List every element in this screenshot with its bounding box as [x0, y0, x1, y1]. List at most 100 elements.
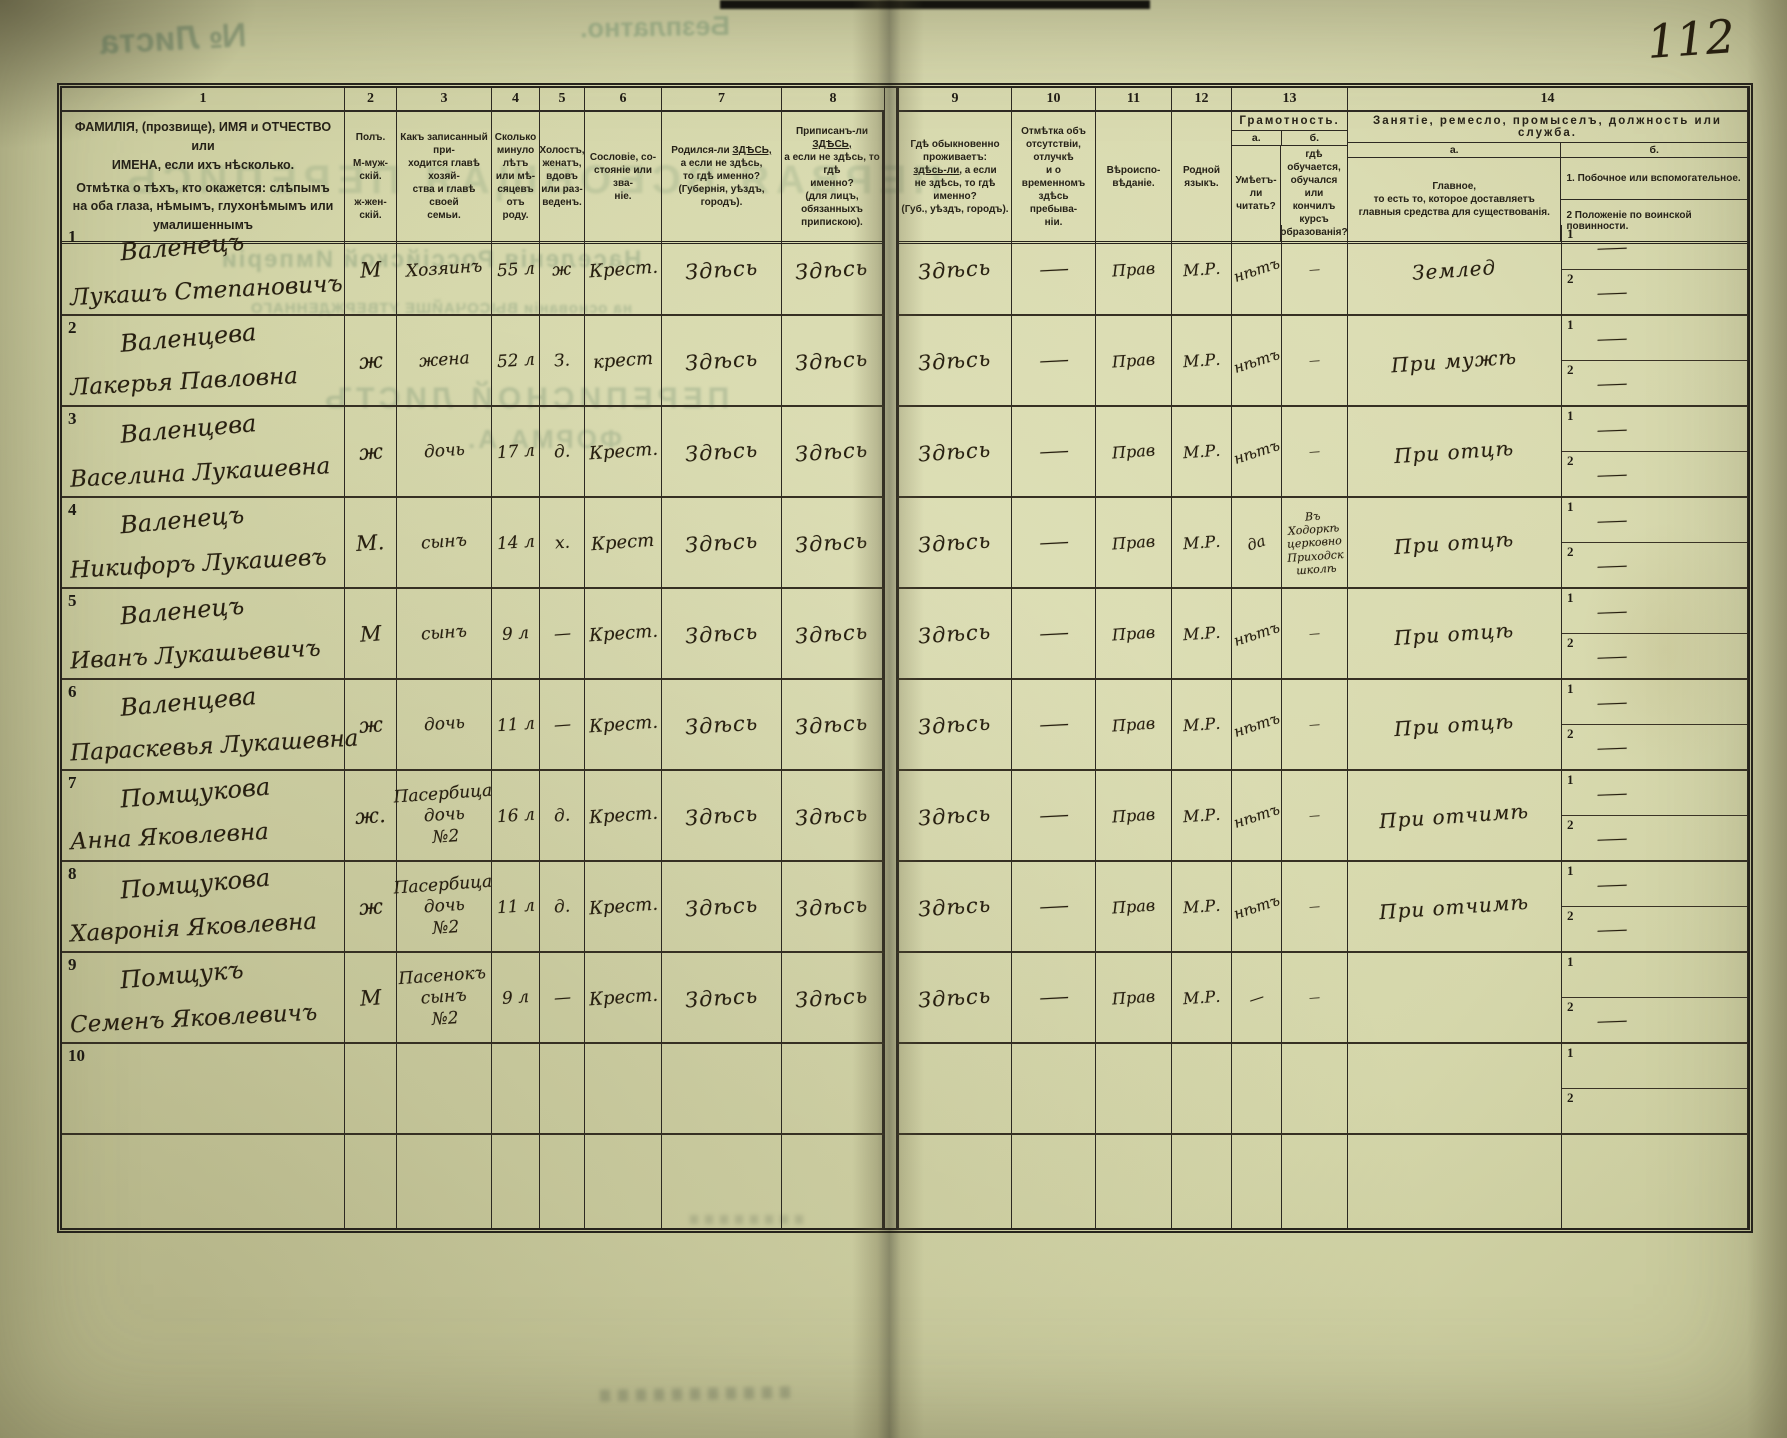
cell-age: 11 л — [492, 680, 540, 771]
handwritten-surname: Валенцева — [119, 682, 258, 722]
handwritten-literacy: нѣтъ — [1231, 344, 1282, 377]
handwritten-absence-dash: — — [1036, 713, 1071, 736]
cell-language: М.Р. — [1172, 407, 1232, 498]
cell-absence: — — [1012, 862, 1096, 953]
side-occupation-1: 1 — — [1562, 680, 1747, 725]
header-registration: Приписанъ-ли ЗДѢСЬ, а если не здѣсь, то … — [782, 112, 885, 244]
handwritten-given-name: Параскевья Лукашевна — [69, 725, 359, 767]
col-num: 12 — [1172, 88, 1232, 112]
cell-education: Въ Ходоркѣ церковно Приходск школѣ — [1282, 498, 1348, 589]
handwritten-occupation: При отчимѣ — [1378, 798, 1531, 833]
cell-residence: Здѣсь — [896, 407, 1012, 498]
header-side-occ-1: 1. Побочное или вспомогательное. — [1561, 158, 1747, 200]
handwritten-birthplace: Здѣсь — [684, 254, 759, 285]
header-name-line1: ФАМИЛІЯ, (прозвище), ИМЯ и ОТЧЕСТВО или … — [74, 120, 332, 172]
cell-absence: — — [1012, 225, 1096, 316]
handwritten-residence: Здѣсь — [917, 527, 993, 558]
handwritten-registration: Здѣсь — [794, 618, 870, 649]
handwritten-birthplace: Здѣсь — [684, 618, 759, 649]
cell-literacy: нѣтъ — [1231, 589, 1282, 680]
handwritten-sex: ж — [357, 438, 384, 465]
handwritten-education: — — [1308, 262, 1321, 277]
handwritten-estate: Крест. — [587, 620, 659, 647]
handwritten-estate: Крест. — [587, 893, 659, 920]
col-num: 9 — [896, 88, 1012, 112]
cell-marital: — — [540, 589, 585, 680]
cell-age: 16 л — [492, 771, 540, 862]
cell-relation — [397, 1044, 492, 1135]
empty-cell — [1096, 1135, 1172, 1228]
col-num: 14 — [1348, 88, 1748, 112]
handwritten-registration: Здѣсь — [794, 800, 870, 831]
cell-side-occupation: 1 — 2 — — [1562, 589, 1748, 680]
cell-absence: — — [1012, 498, 1096, 589]
header-birthplace-text: Родился-ли ЗДѢСЬ, а если не здѣсь, то гд… — [664, 144, 779, 209]
header-literacy-block: Грамотность. а. б. Умѣетъ- ли читать? гд… — [1232, 112, 1348, 244]
handwritten-residence: Здѣсь — [917, 891, 993, 922]
cell-side-occupation: 1 — 2 — — [1562, 225, 1748, 316]
handwritten-absence-dash: — — [1036, 258, 1071, 281]
handwritten-language: М.Р. — [1182, 986, 1221, 1009]
header-residence: Гдѣ обыкновенно проживаетъ: здѣсь-ли, а … — [896, 112, 1012, 244]
handwritten-religion: Прав — [1111, 349, 1156, 372]
printed-sub-number-2: 2 — [1567, 817, 1574, 832]
occupation-b-label: б. — [1649, 144, 1659, 156]
handwritten-education: Въ Ходоркѣ церковно Приходск школѣ — [1286, 509, 1344, 577]
cell-name: 5 Валенецъ Иванъ Лукашьевичъ — [62, 589, 345, 680]
handwritten-education: — — [1308, 717, 1321, 732]
handwritten-sex: М. — [355, 529, 386, 556]
handwritten-literacy: — — [1246, 986, 1267, 1009]
handwritten-side1-dash: — — [1594, 873, 1630, 895]
cell-literacy: нѣтъ — [1231, 407, 1282, 498]
cell-residence: Здѣсь — [896, 771, 1012, 862]
handwritten-education: — — [1308, 808, 1321, 823]
handwritten-occupation: При отцѣ — [1393, 526, 1516, 559]
header-literacy-title: Грамотность. — [1232, 112, 1347, 131]
occupation-body: Главное, то есть то, которое доставляетъ… — [1348, 158, 1747, 241]
cell-estate: крест — [585, 316, 662, 407]
handwritten-residence: Здѣсь — [917, 800, 993, 831]
side-occupation-2: 2 — [1562, 1089, 1747, 1133]
cell-registration: Здѣсь — [782, 953, 885, 1044]
cell-sex: М — [345, 225, 397, 316]
cell-estate: Крест. — [585, 589, 662, 680]
empty-cell — [345, 1135, 397, 1228]
col-num: 6 — [585, 88, 662, 112]
header-age: Сколько минуло лѣтъ или мѣ- сяцевъ отъ р… — [492, 112, 540, 244]
header-birthplace: Родился-ли ЗДѢСЬ, а если не здѣсь, то гд… — [662, 112, 782, 244]
cell-absence: — — [1012, 316, 1096, 407]
empty-cell — [1348, 1135, 1562, 1228]
cell-residence: Здѣсь — [896, 316, 1012, 407]
handwritten-registration: Здѣсь — [794, 527, 870, 558]
printed-sub-number-1: 1 — [1567, 1045, 1574, 1060]
handwritten-page-number: 112 — [1645, 9, 1737, 69]
cell-marital: — — [540, 953, 585, 1044]
handwritten-estate: крест — [592, 347, 654, 374]
col-num: 11 — [1096, 88, 1172, 112]
cell-language: М.Р. — [1172, 498, 1232, 589]
cell-occupation — [1348, 1044, 1562, 1135]
cell-occupation — [1348, 953, 1562, 1044]
handwritten-given-name: Иванъ Лукашьевичъ — [69, 635, 322, 675]
handwritten-age: 17 л — [495, 440, 536, 463]
handwritten-given-name: Никифоръ Лукашевъ — [69, 544, 328, 584]
handwritten-age: 16 л — [495, 804, 536, 827]
printed-sub-number-1: 1 — [1567, 226, 1574, 241]
row-number: 10 — [68, 1046, 85, 1065]
cell-birthplace: Здѣсь — [662, 225, 782, 316]
handwritten-absence-dash: — — [1036, 440, 1071, 463]
cell-absence — [1012, 1044, 1096, 1135]
printed-sub-number-2: 2 — [1567, 544, 1574, 559]
printed-sub-number-1: 1 — [1567, 772, 1574, 787]
cell-birthplace: Здѣсь — [662, 862, 782, 953]
cell-religion: Прав — [1096, 771, 1172, 862]
handwritten-estate: Крест. — [587, 984, 659, 1011]
t: а если не здѣсь, то гдѣ именно? (Губерні… — [678, 158, 765, 208]
handwritten-given-name: Анна Яковлевна — [69, 818, 270, 856]
handwritten-age: 9 л — [501, 622, 530, 645]
handwritten-estate: Крест — [590, 529, 656, 556]
printed-sub-number-2: 2 — [1567, 726, 1574, 741]
handwritten-estate: Крест. — [587, 256, 659, 283]
header-residence-text: Гдѣ обыкновенно проживаетъ: здѣсь-ли, а … — [901, 138, 1008, 216]
side-occupation-2: 2 — — [1562, 634, 1747, 678]
